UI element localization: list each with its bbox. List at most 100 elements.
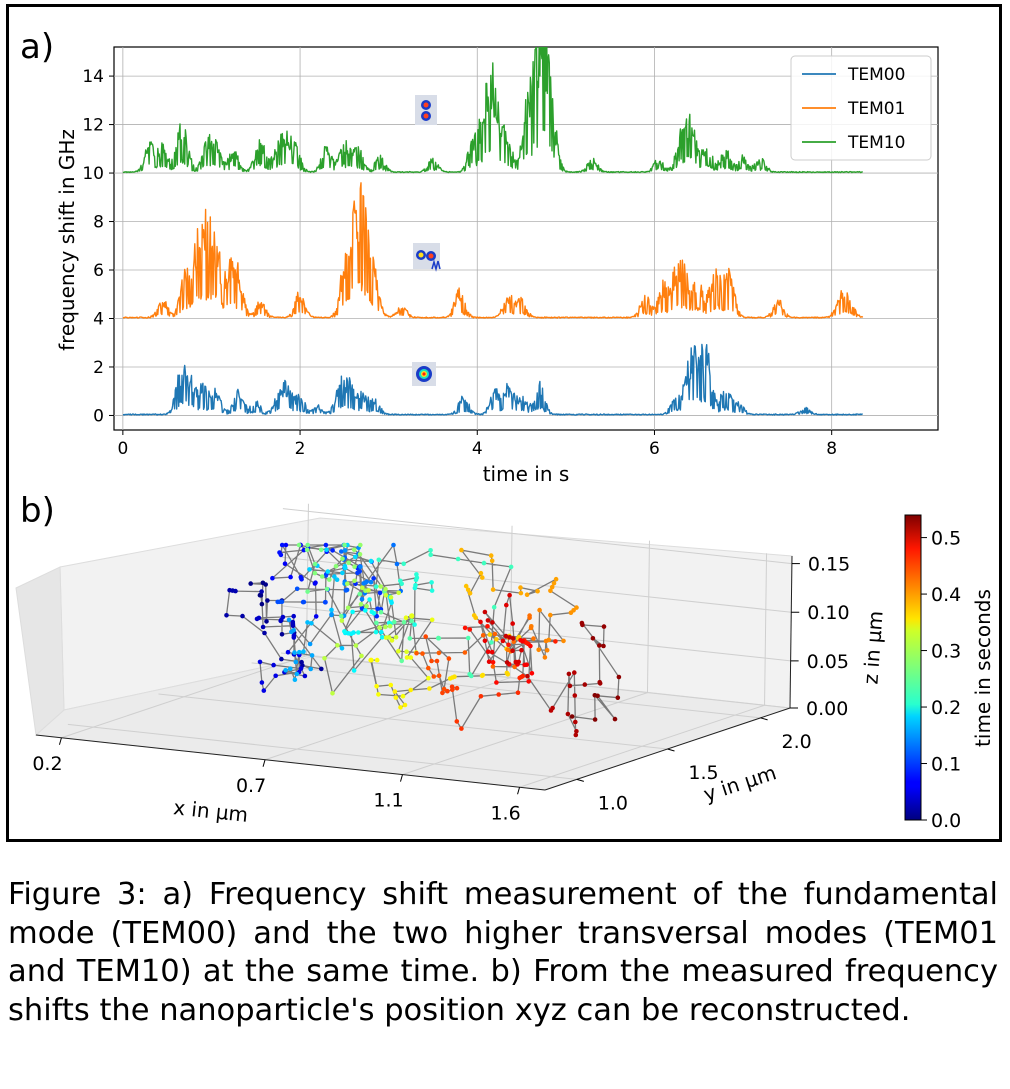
x-tick-label: 6 <box>649 439 660 459</box>
figure-canvas: a) 0 2 4 6 8 0 2 4 6 8 10 12 14 time in s frequency… <box>15 27 995 832</box>
trajectory-point <box>285 649 291 655</box>
trajectory-point <box>393 695 399 700</box>
trajectory-point <box>434 658 440 664</box>
trajectory-point <box>299 659 304 665</box>
trajectory-point <box>305 620 310 625</box>
y-tick-label: 1.5 <box>688 762 718 784</box>
trajectory-point <box>528 643 533 649</box>
trajectory-point <box>398 705 403 710</box>
trajectory-point <box>322 599 328 605</box>
trajectory-point <box>429 658 434 664</box>
trajectory-point <box>536 647 541 653</box>
trajectory-point <box>482 609 488 615</box>
x-tick-label: 1.6 <box>490 802 520 824</box>
x-tick-mark <box>399 774 403 782</box>
trajectory-point <box>569 714 575 719</box>
trajectory-point <box>388 595 394 600</box>
trajectory-point <box>304 547 310 553</box>
trajectory-point <box>404 649 409 654</box>
trajectory-point <box>399 658 405 664</box>
trajectory-point <box>367 597 372 602</box>
mode-image-tem01 <box>413 243 441 272</box>
trajectory-point <box>360 585 365 590</box>
trajectory-point <box>525 673 530 679</box>
trajectory-point <box>615 695 621 700</box>
colorbar-tick-label: 0.5 <box>931 528 961 550</box>
trajectory-point <box>459 547 464 553</box>
x-tick-label: 8 <box>826 439 837 459</box>
trajectory-point <box>441 686 447 692</box>
trajectory-point <box>294 671 300 677</box>
trajectory-point <box>351 668 357 673</box>
y-tick-label: 14 <box>82 67 104 87</box>
z-axis-line <box>789 555 793 709</box>
grid-z <box>281 605 791 662</box>
trajectory-point <box>480 633 486 638</box>
trajectory-point <box>531 636 536 641</box>
trajectory-point <box>467 671 473 677</box>
grid-y <box>158 693 668 750</box>
trajectory-point <box>291 613 297 619</box>
z-tick-label: 0.15 <box>808 554 850 576</box>
plot-a-ylabel: frequency shift in GHz <box>55 129 79 351</box>
mode-image-tem00 <box>412 362 436 386</box>
trajectory-point <box>282 561 288 566</box>
trajectory-point <box>339 646 345 651</box>
trajectory-point <box>264 619 269 624</box>
trajectory-point <box>528 625 534 631</box>
trajectory-point <box>248 581 253 586</box>
trajectory-point <box>330 548 335 553</box>
trajectory-point <box>572 693 578 698</box>
trajectory-point <box>352 578 357 584</box>
trajectory-point <box>319 666 324 672</box>
trajectory-point <box>259 601 265 607</box>
trajectory-point <box>342 542 347 548</box>
trajectory-point <box>352 564 357 569</box>
trajectory-point <box>478 694 484 699</box>
figure-caption: Figure 3: a) Frequency shift measurement… <box>8 876 998 1030</box>
trajectory-point <box>526 679 531 684</box>
trajectory-point <box>301 599 307 605</box>
trajectory-point <box>485 649 491 654</box>
trajectory-point <box>503 633 509 639</box>
trajectory-point <box>309 621 314 626</box>
trajectory-point <box>358 602 364 607</box>
trajectory-point <box>288 574 293 580</box>
trajectory-point <box>259 680 265 685</box>
trajectory-path <box>225 543 620 736</box>
trajectory-point <box>383 586 388 592</box>
trajectory-point <box>429 588 435 593</box>
trajectory-point <box>480 575 485 580</box>
trajectory-point <box>510 636 516 641</box>
trajectory-point <box>307 641 313 647</box>
trajectory-point <box>573 719 578 725</box>
x-tick-mark <box>517 787 521 795</box>
trajectory-point <box>478 570 484 576</box>
trajectory-point <box>488 553 494 558</box>
trajectory-point <box>283 542 289 548</box>
trajectory-point <box>294 586 300 592</box>
trajectory-point <box>573 732 579 738</box>
trajectory-point <box>357 591 363 597</box>
trajectory-point <box>409 613 415 618</box>
trajectory-point <box>445 688 450 694</box>
trajectory-point <box>378 584 384 589</box>
trajectory-point <box>257 659 263 665</box>
trajectory-point <box>319 574 325 579</box>
trajectory-point <box>399 581 405 587</box>
series-line-tem10 <box>122 47 863 174</box>
trajectory-point <box>494 680 499 685</box>
panel-b-xticks: 0.2 0.7 1.1 1.6 <box>32 737 521 824</box>
trajectory-point <box>368 657 374 663</box>
trajectory-point <box>543 638 549 644</box>
trajectory-point <box>262 630 267 636</box>
trajectory-point <box>374 620 379 626</box>
trajectory-point <box>351 547 357 553</box>
trajectory-point <box>375 606 380 612</box>
trajectory-point <box>334 577 340 582</box>
trajectory-point <box>391 542 396 548</box>
trajectory-point <box>412 622 417 627</box>
plot-a-series <box>122 47 864 416</box>
x-tick-mark <box>262 759 266 767</box>
trajectory-point <box>535 588 540 594</box>
